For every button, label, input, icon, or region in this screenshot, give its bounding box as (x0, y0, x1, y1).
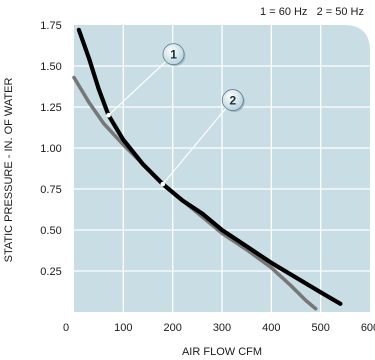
x-tick-label: 500 (311, 322, 329, 334)
y-axis-title: STATIC PRESSURE - IN. OF WATER (3, 78, 15, 263)
callout-anchor-dot-2 (160, 181, 166, 187)
callout-label-2: 2 (229, 93, 236, 107)
x-tick-label: 200 (163, 322, 181, 334)
callout-bubble-2 (221, 89, 244, 111)
x-tick-label: 400 (262, 322, 280, 334)
callout-label-1: 1 (170, 48, 177, 62)
y-tick-label: 0.50 (40, 225, 61, 237)
callout-anchor-dot-1 (106, 112, 111, 118)
callout-leader-1 (108, 53, 174, 116)
legend: 1 = 60 Hz 2 = 50 Hz (260, 6, 364, 18)
series-layer (72, 27, 343, 311)
y-tick-label: 1.50 (40, 61, 61, 73)
y-axis-ticks: 0.25 0.50 0.75 1.00 1.25 1.50 1.75 (40, 20, 61, 278)
x-axis-ticks: 0 100 200 300 400 500 600 (63, 322, 375, 334)
x-axis-title: AIR FLOW CFM (182, 346, 262, 358)
y-tick-label: 0.75 (40, 184, 61, 196)
legend-text: 1 = 60 Hz 2 = 50 Hz (260, 6, 364, 18)
x-tick-label: 0 (63, 322, 69, 334)
x-tick-label: 600 (361, 322, 375, 334)
callout-bubble-1 (162, 43, 185, 66)
callout-leader-2 (162, 99, 234, 185)
x-tick-label: 100 (114, 322, 132, 334)
series-line-1 (76, 27, 343, 306)
y-tick-label: 1.25 (40, 102, 61, 114)
x-tick-label: 300 (213, 322, 231, 334)
y-tick-label: 1.00 (40, 143, 61, 155)
y-tick-label: 0.25 (40, 266, 61, 278)
callouts: 12 (106, 43, 245, 187)
y-tick-label: 1.75 (40, 20, 61, 32)
